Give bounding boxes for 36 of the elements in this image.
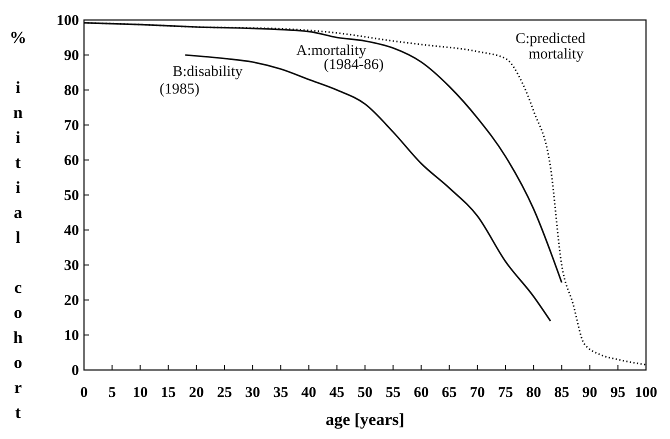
x-tick-label: 95 (610, 385, 626, 401)
x-tick-label: 60 (414, 385, 429, 401)
y-tick-label: 90 (64, 48, 79, 64)
x-tick-label: 55 (386, 385, 401, 401)
x-tick-label: 40 (301, 385, 316, 401)
x-tick-label: 5 (108, 385, 116, 401)
x-tick-label: 45 (329, 385, 344, 401)
y-tick-label: 70 (64, 118, 79, 134)
series-label: B:disability (1985) (160, 64, 244, 98)
x-tick-label: 15 (160, 385, 176, 401)
series-label: C:predicted mortality (515, 30, 586, 62)
y-tick-label: 20 (64, 293, 79, 309)
x-tick-label: 50 (358, 385, 372, 401)
x-tick-label: 65 (442, 385, 457, 401)
x-tick-label: 20 (188, 385, 204, 401)
y-tick-label: 10 (64, 328, 79, 344)
y-tick-label: 40 (64, 223, 79, 239)
x-tick-label: 10 (132, 385, 148, 401)
y-tick-label: 60 (64, 153, 79, 169)
x-tick-label: 25 (217, 385, 232, 401)
x-tick-label: 80 (526, 385, 542, 401)
x-tick-label: 70 (470, 385, 485, 401)
y-tick-label: 100 (56, 13, 79, 29)
x-tick-label: 100 (634, 385, 658, 401)
x-tick-label: 75 (498, 385, 513, 401)
x-tick-label: 90 (582, 385, 598, 401)
x-tick-label: 35 (273, 385, 288, 401)
y-tick-label: 30 (64, 258, 79, 274)
series-label: A:mortality (1984-86) (296, 43, 384, 73)
y-tick-label: 80 (64, 83, 79, 99)
y-axis-title: % initial cohort (8, 28, 28, 428)
x-axis-title: age [years] (326, 410, 404, 429)
y-tick-label: 0 (72, 363, 79, 379)
y-tick-label: 50 (64, 188, 79, 204)
x-tick-label: 30 (245, 385, 260, 401)
x-tick-label: 85 (554, 385, 570, 401)
